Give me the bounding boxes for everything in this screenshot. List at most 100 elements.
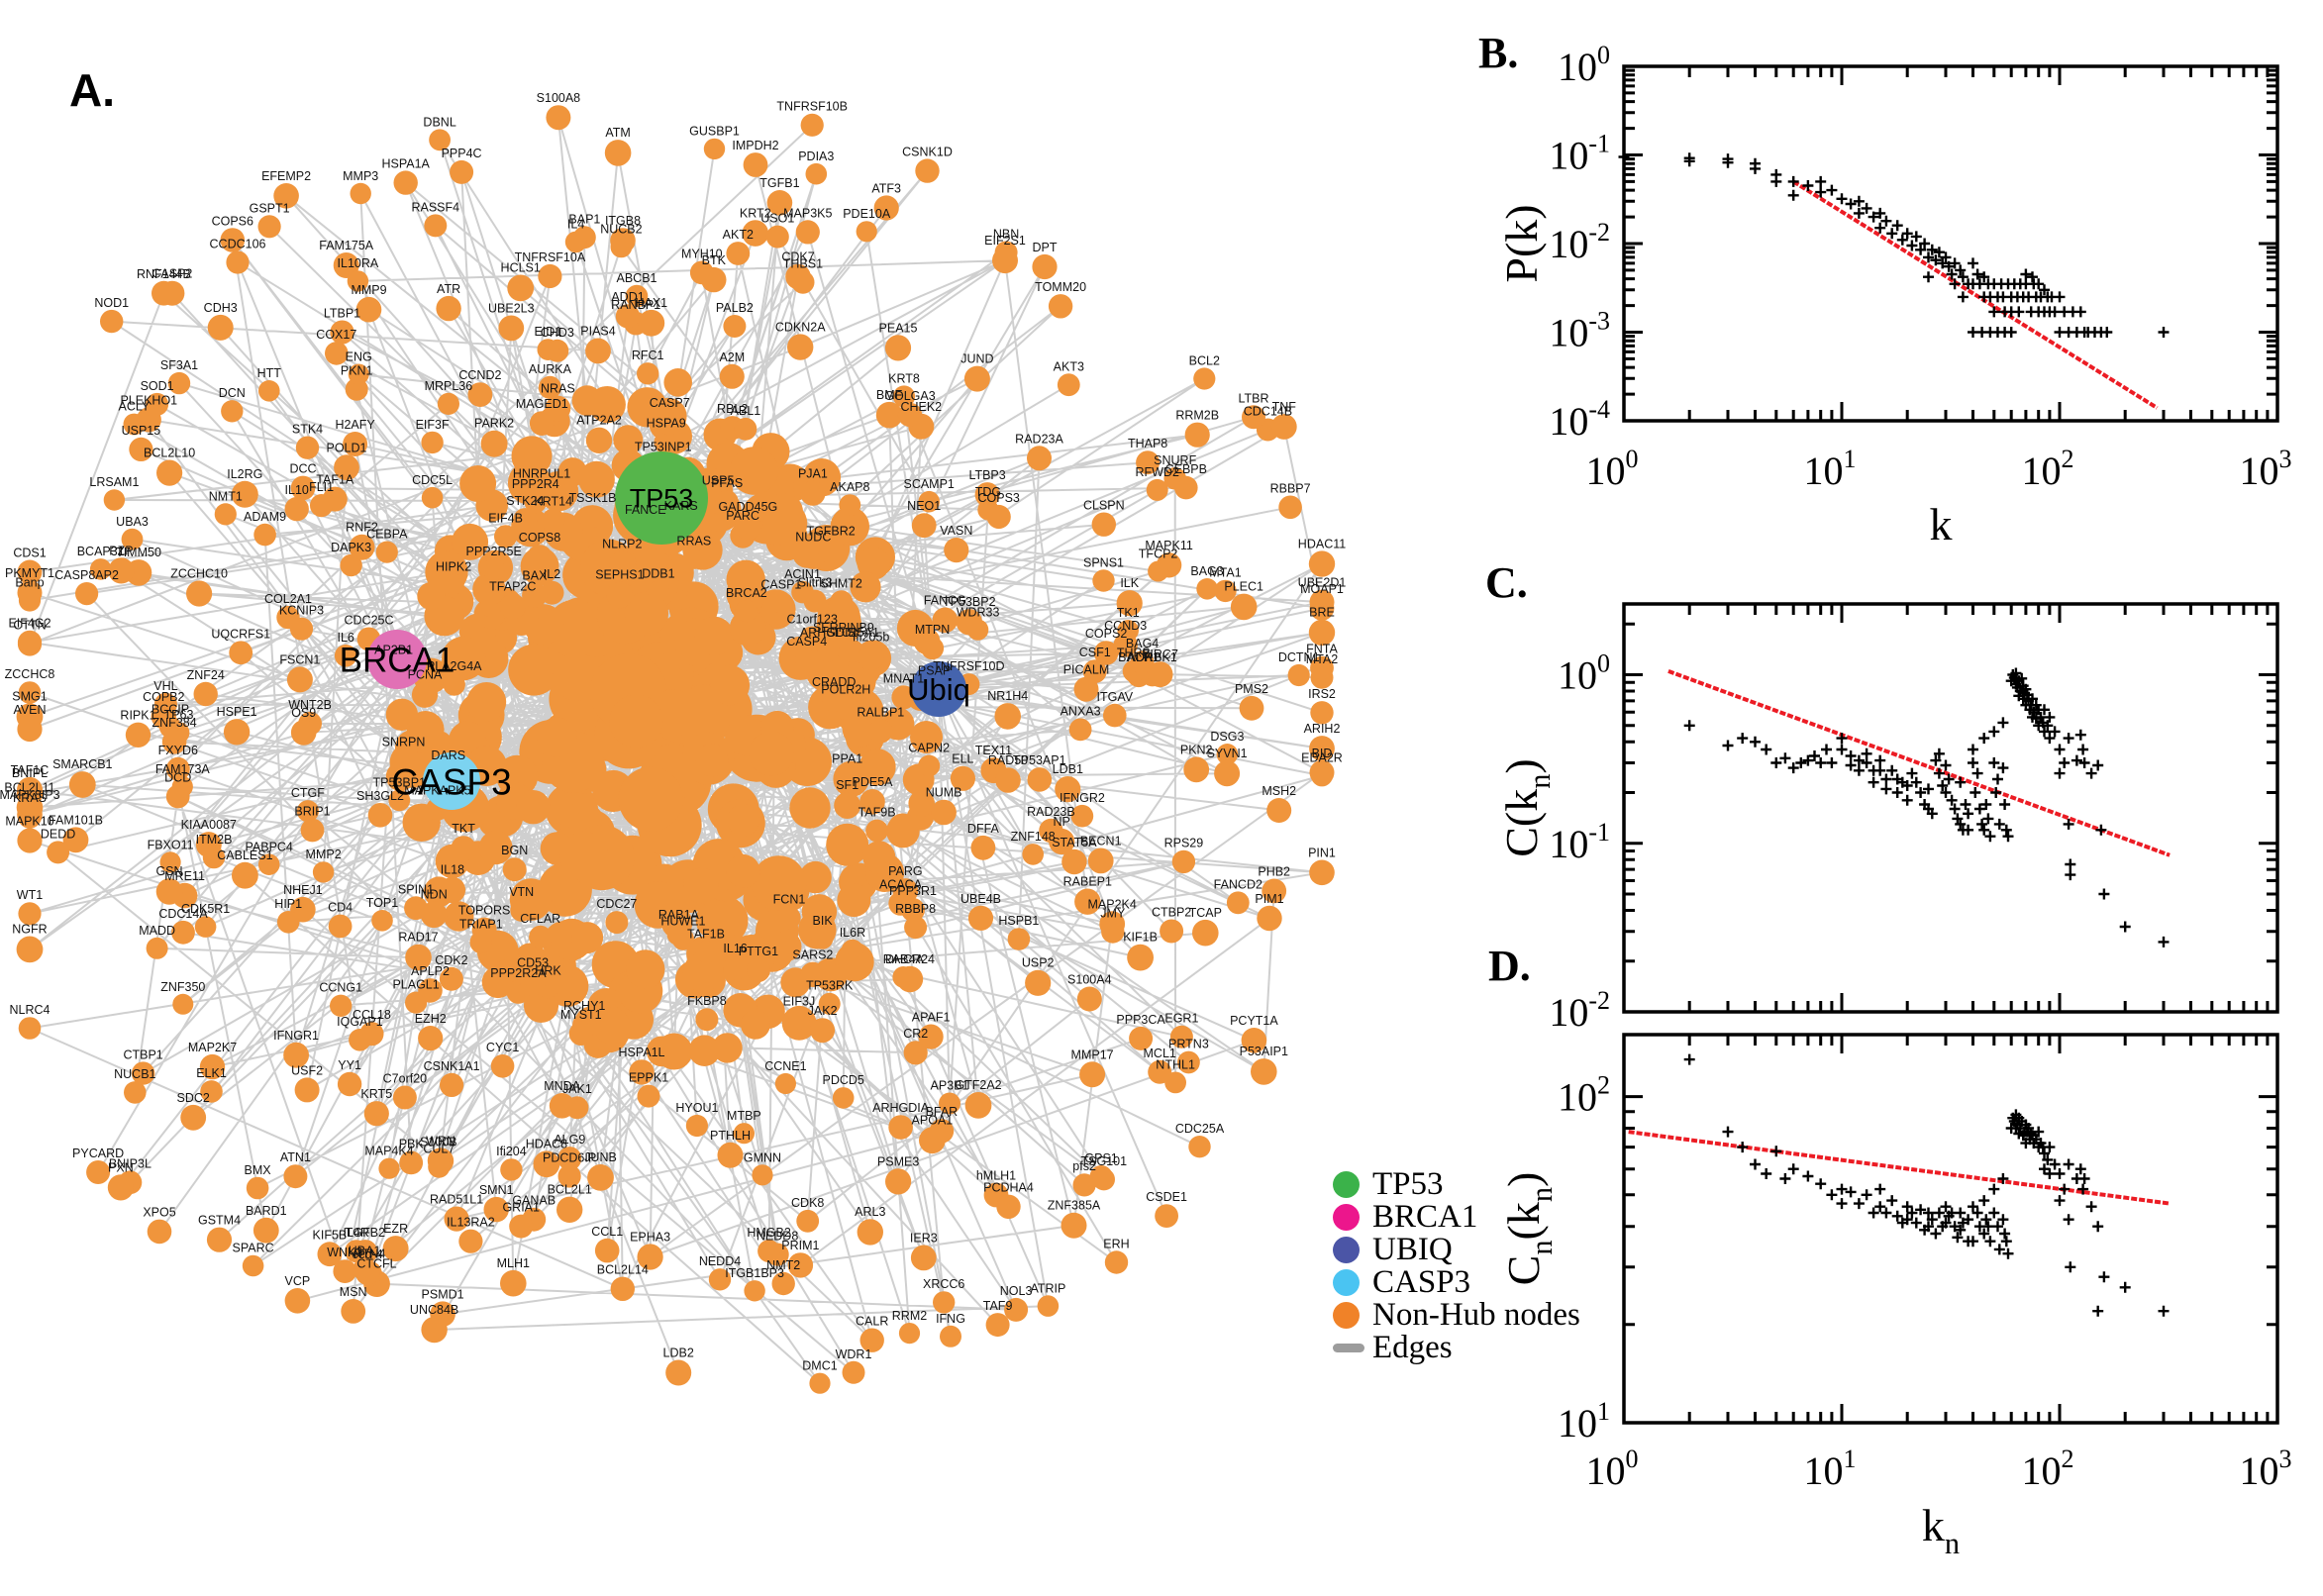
- network-node: [892, 385, 916, 408]
- node-label: EIF3J: [783, 994, 816, 1008]
- network-node: [1004, 1297, 1029, 1322]
- network-node: [859, 789, 885, 815]
- network-node: [585, 427, 613, 453]
- node-label: WNK3: [327, 1246, 362, 1259]
- network-node: [656, 410, 682, 436]
- node-label: BRE: [1309, 606, 1335, 620]
- network-node: [1262, 878, 1287, 904]
- network-node: [764, 493, 804, 532]
- node-label: RTN4: [354, 1247, 385, 1261]
- network-node: [654, 430, 678, 454]
- node-label: IL13RA2: [447, 1216, 495, 1230]
- network-node: [333, 252, 359, 278]
- network-node: [1057, 373, 1080, 397]
- network-node: [1196, 578, 1218, 600]
- legend-item-label: Non-Hub nodes: [1372, 1297, 1580, 1333]
- network-node: [347, 270, 369, 292]
- legend-item-tp53: TP53: [1333, 1166, 1580, 1202]
- node-label: CD4: [328, 901, 353, 915]
- network-node: [334, 645, 357, 667]
- node-label: WT1: [17, 888, 43, 902]
- node-label: NTHL1: [1156, 1058, 1195, 1072]
- node-label: PLAGL1: [392, 978, 439, 992]
- network-node: [1311, 764, 1333, 787]
- network-node: [685, 1114, 709, 1138]
- node-label: RAD51L1: [430, 1193, 483, 1207]
- network-node: [1177, 1050, 1200, 1074]
- node-label: LTBP3: [968, 468, 1005, 482]
- network-node: [500, 1269, 527, 1297]
- svg-text:102: 102: [2022, 445, 2074, 493]
- network-node: [68, 771, 96, 798]
- network-node: [1239, 695, 1264, 721]
- node-label: DSG3: [1210, 730, 1244, 744]
- network-node: [1099, 911, 1126, 938]
- node-label: RABEP1: [1063, 875, 1112, 889]
- svg-text:10-2: 10-2: [1549, 218, 1610, 266]
- network-node: [276, 911, 300, 934]
- node-label: CYC1: [486, 1041, 519, 1054]
- node-label: MAP3K5: [783, 206, 832, 220]
- network-node: [663, 368, 692, 397]
- node-label: RANBP1: [611, 298, 660, 312]
- network-node: [985, 1313, 1010, 1338]
- node-label: RCHY1: [563, 999, 605, 1013]
- legend-item-label: UBIQ: [1372, 1232, 1453, 1267]
- node-label: RNF144B: [137, 267, 191, 281]
- node-label: SERPINB9: [813, 621, 874, 635]
- node-label: MTA2: [1306, 652, 1338, 666]
- node-label: PDE10A: [843, 207, 891, 221]
- node-label: TFAP2C: [489, 579, 536, 593]
- network-node: [1060, 1212, 1087, 1239]
- fit-line: [1792, 179, 2159, 410]
- node-label: CUL7: [423, 1143, 454, 1156]
- network-node: [637, 362, 659, 385]
- node-label: PIN1: [1308, 846, 1336, 859]
- node-label: NOL3: [1000, 1284, 1033, 1298]
- node-label: PDCD6IP: [543, 1150, 596, 1164]
- node-label: MAPK10: [5, 815, 53, 829]
- network-node: [136, 407, 161, 433]
- network-node: [1174, 475, 1198, 500]
- node-label: PLEC1: [1224, 580, 1263, 594]
- network-node: [842, 1360, 865, 1384]
- node-label: ZNF24: [187, 668, 225, 682]
- network-node: [330, 320, 354, 345]
- node-label: EIF2S1: [984, 234, 1026, 248]
- network-node: [918, 490, 940, 513]
- node-label: MTBP: [727, 1109, 761, 1123]
- node-label: HSPB1: [998, 914, 1039, 928]
- network-node: [480, 430, 508, 457]
- node-label: ced-4: [352, 1247, 382, 1261]
- network-node: [1032, 253, 1058, 280]
- node-label: ZCCHC8: [5, 667, 55, 681]
- node-label: TEX11: [975, 744, 1012, 757]
- network-node: [450, 159, 474, 184]
- network-node: [774, 1072, 797, 1095]
- chart-axis-titles: C(kn​): [1496, 758, 1557, 857]
- network-node: [1148, 560, 1169, 582]
- legend-item-label: BRCA1: [1372, 1199, 1478, 1235]
- node-label: HAX1: [635, 296, 667, 310]
- network-node: [317, 1242, 343, 1267]
- network-node: [180, 1104, 207, 1131]
- network-node: [615, 304, 641, 329]
- node-label: TP53BP2: [943, 595, 996, 609]
- node-label: RAD23A: [1015, 432, 1063, 446]
- node-label: TNFRSF10B: [776, 100, 848, 114]
- network-node: [341, 1299, 366, 1324]
- node-label: JMY: [1100, 906, 1126, 920]
- node-label: Banp: [15, 575, 44, 589]
- network-node: [956, 609, 982, 636]
- node-label: NBN: [993, 227, 1019, 241]
- node-label: IL6R: [840, 926, 865, 940]
- network-node: [399, 1150, 424, 1175]
- node-label: USP2: [1022, 956, 1055, 970]
- node-label: VASN: [940, 524, 972, 538]
- network-node: [929, 1119, 955, 1144]
- node-label: PPP4C: [442, 147, 482, 160]
- network-node: [325, 342, 349, 365]
